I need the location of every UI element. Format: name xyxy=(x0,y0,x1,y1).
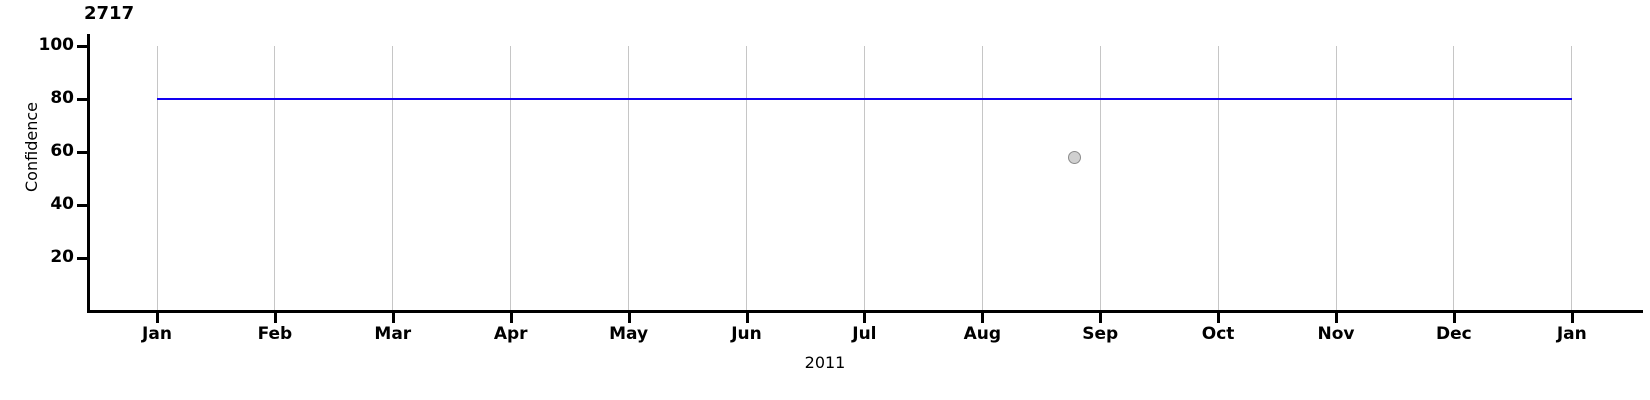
gridline-vertical xyxy=(1453,46,1455,310)
x-axis-tick-label: Jul xyxy=(852,324,877,344)
gridline-vertical xyxy=(746,46,747,310)
y-axis-tick xyxy=(77,151,87,154)
threshold-line xyxy=(157,98,1572,100)
x-axis-tick-label: Feb xyxy=(257,324,293,344)
x-axis-tick-label: May xyxy=(609,324,649,344)
x-axis-tick xyxy=(391,313,395,323)
gridline-vertical xyxy=(274,46,276,310)
gridline-vertical xyxy=(863,46,865,310)
y-axis-tick-label: 80 xyxy=(50,88,74,108)
x-axis-tick xyxy=(981,313,985,323)
y-axis-line xyxy=(87,34,90,313)
gridline-vertical xyxy=(1217,46,1219,310)
x-axis-tick-label: Oct xyxy=(1201,324,1235,344)
x-axis-tick xyxy=(863,313,867,323)
y-axis-tick xyxy=(77,257,87,260)
data-point-marker[interactable] xyxy=(1067,150,1081,164)
x-axis-tick-label: Jan xyxy=(1556,324,1587,344)
x-axis-tick xyxy=(156,313,159,323)
x-axis-tick-label: Aug xyxy=(963,324,1002,344)
y-axis-tick-label: 60 xyxy=(50,141,74,161)
gridline-vertical xyxy=(1099,46,1101,310)
x-axis-tick-label: Jan xyxy=(142,324,172,344)
y-axis-tick-label: 100 xyxy=(38,35,75,55)
gridline-vertical xyxy=(628,46,630,310)
x-axis-tick xyxy=(1570,313,1574,323)
y-axis-tick xyxy=(77,204,87,207)
gridline-vertical xyxy=(156,46,158,310)
y-axis-tick xyxy=(77,98,87,101)
y-axis-tick-label: 20 xyxy=(50,247,74,267)
x-axis-tick-label: Mar xyxy=(374,324,412,344)
x-axis-tick-label: Apr xyxy=(493,324,528,344)
x-axis-tick xyxy=(509,313,513,323)
x-axis-tick-label: Jun xyxy=(731,324,762,344)
x-axis-tick-label: Nov xyxy=(1317,324,1355,344)
x-axis-tick xyxy=(1452,313,1456,323)
x-axis-tick-label: Dec xyxy=(1436,324,1472,344)
x-axis-tick xyxy=(1099,313,1103,323)
y-axis-tick xyxy=(77,45,87,48)
x-axis-tick-label: Sep xyxy=(1082,324,1119,344)
chart-title: 2717 xyxy=(84,3,135,24)
gridline-vertical xyxy=(392,46,394,310)
x-axis-tick xyxy=(745,313,749,323)
x-axis-tick xyxy=(627,313,631,323)
gridline-vertical xyxy=(510,46,512,310)
x-axis-tick xyxy=(273,313,277,323)
gridline-vertical xyxy=(981,46,983,310)
y-axis-tick-label: 40 xyxy=(50,194,74,214)
x-axis-title: 2011 xyxy=(804,353,846,372)
gridline-vertical xyxy=(1571,46,1573,310)
x-axis-tick xyxy=(1335,313,1338,323)
x-axis-line xyxy=(87,310,1643,313)
x-axis-tick xyxy=(1217,313,1221,323)
gridline-vertical xyxy=(1335,46,1337,310)
